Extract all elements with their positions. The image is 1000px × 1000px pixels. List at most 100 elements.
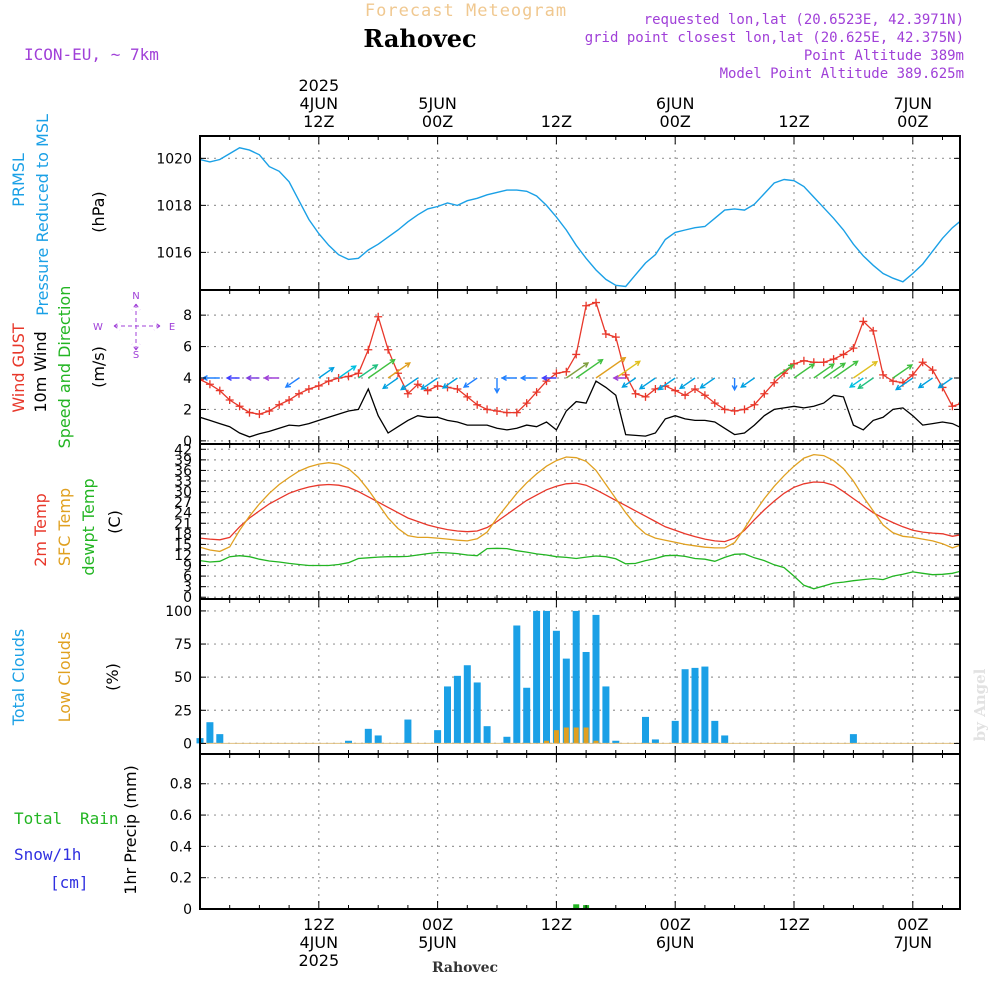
- y-tick-label: 24: [174, 506, 192, 522]
- wind-vector-arrow: [575, 358, 604, 379]
- wind-10m-label: 10m Wind: [31, 331, 50, 412]
- snow-label: Snow/1h: [14, 845, 81, 864]
- top-time-label: 00Z: [897, 112, 928, 131]
- top-time-label: 6JUN: [656, 94, 695, 113]
- wind-gust-marker: [255, 410, 264, 419]
- y-tick-label: 50: [174, 670, 192, 686]
- y-tick-label: 6: [183, 340, 192, 356]
- footer-location: Rahovec: [432, 960, 498, 976]
- wind-gust-marker: [205, 380, 214, 389]
- low-cloud-bar: [553, 730, 559, 744]
- y-tick-label: 3: [183, 580, 192, 596]
- wind-gust-marker: [879, 370, 888, 379]
- wind-gust-marker: [483, 405, 492, 414]
- clouds-unit-label: (%): [103, 663, 122, 691]
- total-cloud-bar: [364, 728, 372, 744]
- wind-gust-marker: [200, 375, 204, 384]
- pressure-unit-label: (hPa): [89, 191, 108, 232]
- low-cloud-bar: [563, 727, 569, 744]
- wind-gust-marker: [413, 380, 422, 389]
- top-time-label: 00Z: [660, 112, 691, 131]
- compass-south: S: [133, 350, 139, 361]
- wind-gust-marker: [839, 350, 848, 359]
- wind-vector-arrow: [731, 378, 738, 392]
- total-cloud-bar: [701, 666, 709, 744]
- wind-vector-arrow: [500, 374, 517, 382]
- precip-unit-label: 1hr Precip (mm): [121, 765, 140, 895]
- total-cloud-bar: [711, 720, 719, 744]
- total-cloud-bar: [562, 658, 570, 744]
- wind-gust-marker: [522, 399, 531, 408]
- top-time-label: 00Z: [422, 112, 453, 131]
- wind-gust-marker: [364, 345, 373, 354]
- wind-vector-arrow: [541, 374, 557, 382]
- wind-vector-arrow: [813, 363, 835, 379]
- wind-speed-line: [200, 380, 960, 438]
- wind-gust-marker: [215, 386, 224, 395]
- wind-vector-arrow: [894, 377, 914, 391]
- y-tick-label: 42: [174, 442, 192, 458]
- total-cloud-bar: [582, 651, 590, 744]
- rain-label: Rain: [80, 809, 119, 828]
- wind-vector-arrow: [621, 377, 636, 388]
- info-line-2: grid point closest lon,lat (20.625E, 42.…: [585, 30, 964, 46]
- total-cloud-bar: [642, 716, 649, 744]
- wind-vector-arrow: [420, 377, 438, 390]
- bottom-time-label: 6JUN: [656, 933, 695, 952]
- total-clouds-label: Total Clouds: [9, 629, 28, 727]
- total-cloud-bar: [543, 610, 550, 744]
- wind-vector-arrow: [657, 377, 676, 391]
- y-tick-label: 36: [174, 463, 192, 479]
- total-cloud-bar: [572, 610, 580, 744]
- wind-vector-arrow: [367, 358, 396, 379]
- y-tick-label: 1020: [156, 151, 192, 167]
- wind-gust-marker: [799, 356, 808, 365]
- product-title: Forecast Meteogram: [365, 1, 567, 21]
- wind-gust-marker: [433, 381, 442, 390]
- pressure-line: [200, 147, 960, 288]
- wind-gust-marker: [720, 405, 729, 414]
- y-tick-label: 0: [183, 434, 192, 450]
- wind-gust-marker: [552, 369, 561, 378]
- wind-gust-marker: [354, 369, 363, 378]
- wind-unit-label: (m/s): [89, 346, 108, 388]
- y-tick-label: 1016: [156, 245, 192, 261]
- wind-vector-arrow: [387, 362, 411, 379]
- wind-gust-marker: [710, 399, 719, 408]
- y-tick-label: 0: [183, 590, 192, 606]
- bottom-time-label: 12Z: [778, 915, 809, 934]
- total-cloud-bar: [651, 739, 659, 744]
- total-cloud-bar: [592, 614, 600, 744]
- temp-sfc-label: SFC Temp: [55, 488, 74, 566]
- wind-gust-label: Wind GUST: [9, 323, 28, 413]
- panel-frame: [199, 753, 961, 910]
- wind-speed-direction-label: Speed and Direction: [55, 286, 74, 449]
- wind-gust-marker: [582, 301, 591, 310]
- wind-vector-arrow: [823, 362, 847, 379]
- wind-vector-arrow: [773, 364, 795, 379]
- wind-gust-marker: [601, 330, 610, 338]
- wind-gust-marker: [651, 385, 660, 393]
- panel-frame: [199, 598, 961, 755]
- bottom-time-label: 12Z: [303, 915, 334, 934]
- wind-vector-arrow: [519, 374, 537, 382]
- temp-unit-label: (C): [105, 510, 124, 534]
- total-cloud-bar: [473, 682, 481, 744]
- info-line-1: requested lon,lat (20.6523E, 42.3971N): [644, 12, 964, 28]
- wind-vector-arrow: [857, 377, 874, 390]
- wind-gust-marker: [948, 402, 957, 411]
- wind-gust-marker: [384, 345, 393, 354]
- wind-gust-marker: [512, 408, 521, 417]
- top-time-label: 4JUN: [300, 94, 339, 113]
- temp-sfc-line: [200, 453, 960, 553]
- wind-vector-arrow: [833, 360, 859, 379]
- wind-vector-arrow: [441, 377, 458, 389]
- wind-gust-marker: [700, 391, 709, 400]
- total-cloud-bar: [721, 735, 729, 744]
- y-tick-label: 12: [174, 548, 192, 564]
- y-tick-label: 18: [174, 527, 192, 543]
- wind-vector-arrow: [699, 377, 716, 389]
- bottom-time-label: 5JUN: [418, 933, 457, 952]
- total-cloud-bar: [691, 667, 699, 744]
- y-tick-label: 30: [174, 485, 192, 501]
